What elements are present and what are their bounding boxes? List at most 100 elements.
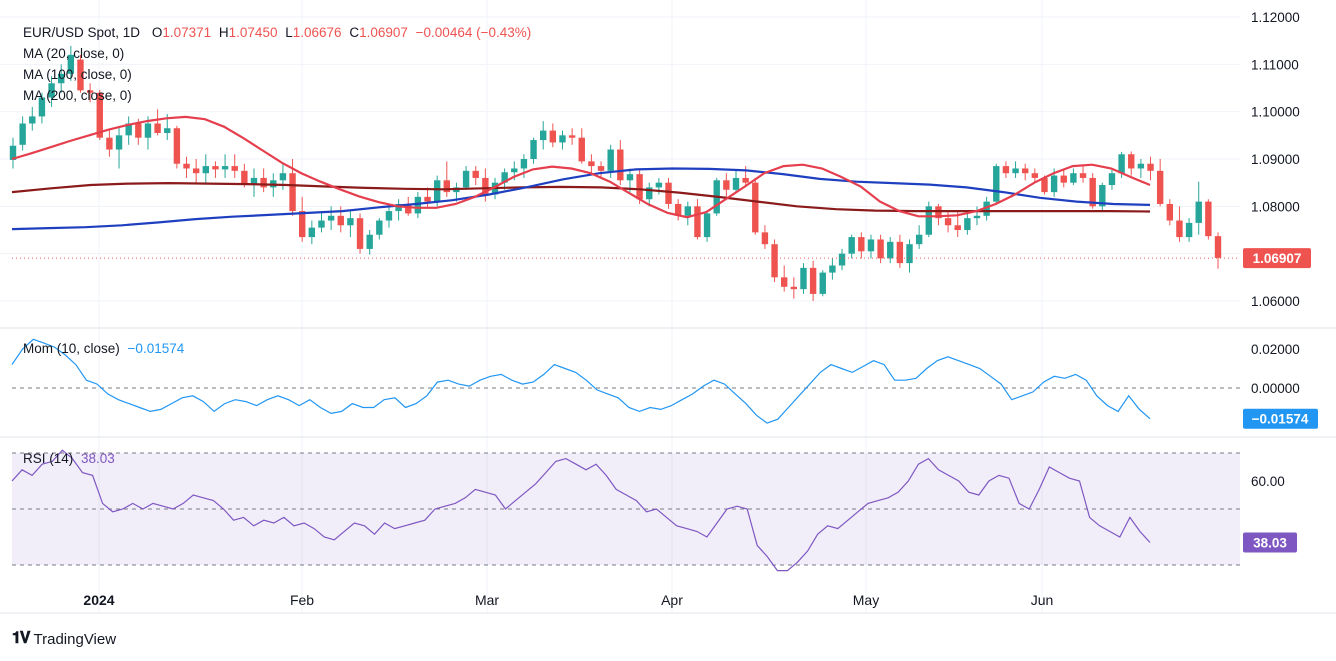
candle[interactable] [241, 170, 248, 186]
candle[interactable] [944, 218, 952, 226]
candle[interactable] [144, 123, 152, 138]
candle[interactable] [1214, 236, 1222, 258]
candle[interactable] [289, 173, 296, 212]
candle[interactable] [395, 203, 402, 212]
candle[interactable] [954, 225, 961, 230]
tradingview-logo[interactable]: 𝟏𝐕 TradingView [12, 630, 116, 648]
candle[interactable] [1137, 163, 1145, 169]
candle[interactable] [838, 253, 846, 266]
candle[interactable] [809, 267, 817, 294]
candle[interactable] [607, 149, 614, 171]
ma100-legend[interactable]: MA (100, close, 0) [23, 67, 132, 82]
candle[interactable] [1031, 173, 1039, 178]
candle[interactable] [848, 237, 855, 254]
candle[interactable] [1176, 220, 1183, 238]
candle[interactable] [1156, 170, 1164, 204]
candle[interactable] [935, 206, 942, 219]
candle[interactable] [183, 163, 190, 169]
candle[interactable] [96, 92, 103, 138]
ma100-line[interactable] [11, 167, 1151, 231]
candle[interactable] [1128, 154, 1135, 169]
candle[interactable] [1012, 168, 1019, 174]
candle[interactable] [231, 166, 238, 171]
candle[interactable] [279, 173, 287, 181]
candle[interactable] [790, 286, 798, 290]
candle[interactable] [867, 239, 875, 252]
ma200-line[interactable] [11, 181, 1151, 213]
candle[interactable] [530, 140, 537, 159]
candle[interactable] [1118, 154, 1125, 174]
candle[interactable] [347, 218, 354, 226]
candle[interactable] [752, 182, 759, 233]
candle[interactable] [520, 158, 528, 169]
candle[interactable] [115, 135, 123, 150]
candle[interactable] [1099, 185, 1106, 207]
candle[interactable] [646, 187, 653, 200]
candle[interactable] [1089, 177, 1096, 207]
candle[interactable] [973, 215, 981, 219]
candle[interactable] [915, 234, 923, 245]
candle[interactable] [472, 170, 479, 178]
candle[interactable] [29, 116, 36, 124]
candle[interactable] [983, 201, 990, 216]
candle[interactable] [800, 267, 807, 290]
mom-line[interactable] [11, 338, 1151, 424]
candle[interactable] [588, 161, 595, 167]
candle[interactable] [154, 123, 161, 133]
candle[interactable] [58, 73, 65, 84]
candle[interactable] [655, 182, 663, 188]
mom-legend[interactable]: Mom (10, close) −0.01574 [23, 341, 188, 357]
candle[interactable] [636, 174, 643, 200]
candle[interactable] [106, 137, 113, 150]
candle[interactable] [597, 166, 605, 171]
candle[interactable] [559, 135, 566, 143]
candle[interactable] [19, 123, 26, 145]
candle[interactable] [829, 265, 836, 273]
candle[interactable] [414, 196, 422, 214]
rsi-line[interactable] [11, 449, 1151, 572]
candle[interactable] [308, 227, 316, 238]
candle[interactable] [617, 149, 624, 181]
candle[interactable] [356, 218, 364, 249]
candle[interactable] [877, 239, 884, 259]
candle[interactable] [482, 177, 489, 195]
candle[interactable] [1002, 166, 1010, 174]
candle[interactable] [993, 166, 1000, 202]
candle[interactable] [221, 166, 229, 170]
candle[interactable] [1050, 175, 1058, 193]
candle[interactable] [723, 180, 730, 190]
ma20-legend[interactable]: MA (20, close, 0) [23, 46, 125, 61]
candle[interactable] [665, 182, 672, 204]
candle[interactable] [433, 180, 441, 202]
candle[interactable] [9, 145, 17, 160]
candle[interactable] [549, 130, 557, 143]
candle[interactable] [1079, 173, 1087, 178]
candle[interactable] [260, 177, 267, 188]
candle[interactable] [1041, 177, 1048, 193]
candle[interactable] [732, 177, 740, 190]
ma20-line[interactable] [11, 115, 1151, 219]
candle[interactable] [135, 123, 142, 138]
price-pane[interactable] [9, 45, 1240, 301]
candle[interactable] [125, 123, 132, 136]
candle[interactable] [337, 215, 344, 226]
candle[interactable] [443, 180, 450, 193]
candle[interactable] [626, 174, 634, 181]
candle[interactable] [1185, 222, 1193, 238]
candle[interactable] [164, 128, 171, 133]
candle[interactable] [67, 54, 75, 74]
candle[interactable] [385, 211, 393, 221]
candle[interactable] [173, 128, 181, 164]
candle[interactable] [674, 203, 682, 216]
candle[interactable] [250, 177, 258, 186]
candle[interactable] [462, 170, 470, 188]
candle[interactable] [761, 232, 769, 245]
candle[interactable] [86, 90, 94, 93]
candle[interactable] [896, 241, 904, 264]
candle[interactable] [38, 97, 46, 117]
candle[interactable] [819, 272, 826, 294]
candle[interactable] [501, 172, 508, 183]
candle[interactable] [684, 206, 691, 216]
candle[interactable] [1195, 201, 1202, 223]
candle[interactable] [511, 168, 518, 173]
